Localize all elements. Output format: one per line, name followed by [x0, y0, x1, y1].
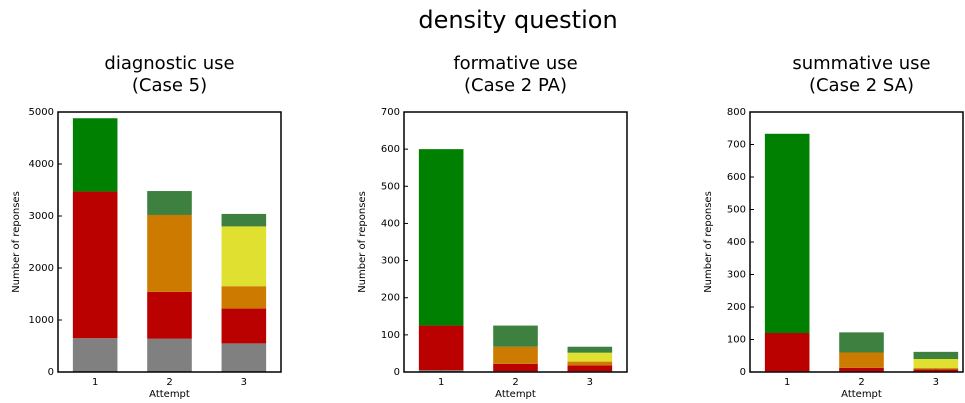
subplot-title: (Case 5)	[132, 75, 207, 96]
bar-segment	[913, 351, 959, 359]
bar-segment	[567, 346, 613, 353]
bar-segment	[147, 214, 192, 292]
y-tick-label: 200	[727, 302, 746, 313]
y-tick-label: 5000	[29, 107, 54, 118]
bar-segment	[839, 332, 884, 353]
y-tick-label: 100	[381, 330, 400, 341]
subplot-title: diagnostic use	[104, 53, 234, 74]
bar-segment	[913, 359, 959, 369]
bar-segment	[72, 338, 118, 372]
bar-segment	[221, 226, 267, 287]
y-tick-label: 700	[381, 107, 400, 118]
bar-segment	[567, 361, 613, 366]
bar-segment	[147, 191, 192, 215]
bar-segment	[147, 291, 192, 339]
y-axis-label: Number of reponses	[357, 191, 368, 293]
y-tick-label: 200	[381, 293, 400, 304]
bar-segment	[147, 338, 192, 372]
bar-segment	[72, 191, 118, 339]
bar-segment	[839, 367, 884, 372]
y-tick-label: 500	[381, 181, 400, 192]
figure-title: density question	[418, 6, 617, 34]
y-tick-label: 4000	[29, 159, 54, 170]
axes-frame	[749, 111, 964, 373]
subplot-title: summative use	[792, 53, 930, 74]
bar-segment	[839, 352, 884, 368]
axes-frame	[57, 111, 282, 373]
bar-segment	[567, 352, 613, 362]
y-tick-label: 0	[740, 367, 746, 378]
y-tick-label: 600	[381, 144, 400, 155]
x-tick-label: 2	[858, 377, 864, 388]
x-tick-label: 3	[587, 377, 593, 388]
y-axis-label: Number of reponses	[703, 191, 714, 293]
bar-segment	[493, 325, 538, 347]
bar-segment	[72, 118, 118, 192]
x-tick-label: 1	[438, 377, 444, 388]
y-tick-label: 600	[727, 172, 746, 183]
y-tick-label: 400	[381, 218, 400, 229]
x-tick-label: 3	[933, 377, 939, 388]
bar-segment	[493, 346, 538, 364]
bar-segment	[221, 343, 267, 372]
y-tick-label: 400	[727, 237, 746, 248]
bar-segment	[418, 149, 464, 326]
bar-segment	[567, 365, 613, 372]
y-tick-label: 300	[727, 270, 746, 281]
bar-segment	[221, 286, 267, 309]
y-tick-label: 300	[381, 256, 400, 267]
y-tick-label: 1000	[29, 315, 54, 326]
bar-segment	[493, 363, 538, 372]
y-tick-label: 3000	[29, 211, 54, 222]
y-tick-label: 800	[727, 107, 746, 118]
bar-segment	[221, 308, 267, 344]
y-tick-label: 500	[727, 205, 746, 216]
y-tick-label: 0	[394, 367, 400, 378]
x-tick-label: 2	[512, 377, 518, 388]
bar-segment	[913, 369, 959, 372]
y-tick-label: 0	[48, 367, 54, 378]
y-tick-label: 100	[727, 335, 746, 346]
y-tick-label: 2000	[29, 263, 54, 274]
bar-segment	[764, 333, 810, 372]
bar-segment	[418, 325, 464, 371]
x-tick-label: 1	[784, 377, 790, 388]
subplot-title: (Case 2 PA)	[464, 75, 567, 96]
x-axis-label: Attempt	[149, 389, 190, 400]
x-axis-label: Attempt	[495, 389, 536, 400]
y-axis-label: Number of reponses	[11, 191, 22, 293]
bar-segment	[913, 368, 959, 370]
bar-segment	[418, 370, 464, 372]
axes-frame	[403, 111, 628, 373]
x-tick-label: 3	[241, 377, 247, 388]
subplot-title: formative use	[453, 53, 577, 74]
y-tick-label: 700	[727, 140, 746, 151]
x-tick-label: 2	[166, 377, 172, 388]
bar-segment	[764, 133, 810, 333]
bar-segment	[221, 213, 267, 227]
subplot-title: (Case 2 SA)	[809, 75, 914, 96]
x-axis-label: Attempt	[841, 389, 882, 400]
x-tick-label: 1	[92, 377, 98, 388]
